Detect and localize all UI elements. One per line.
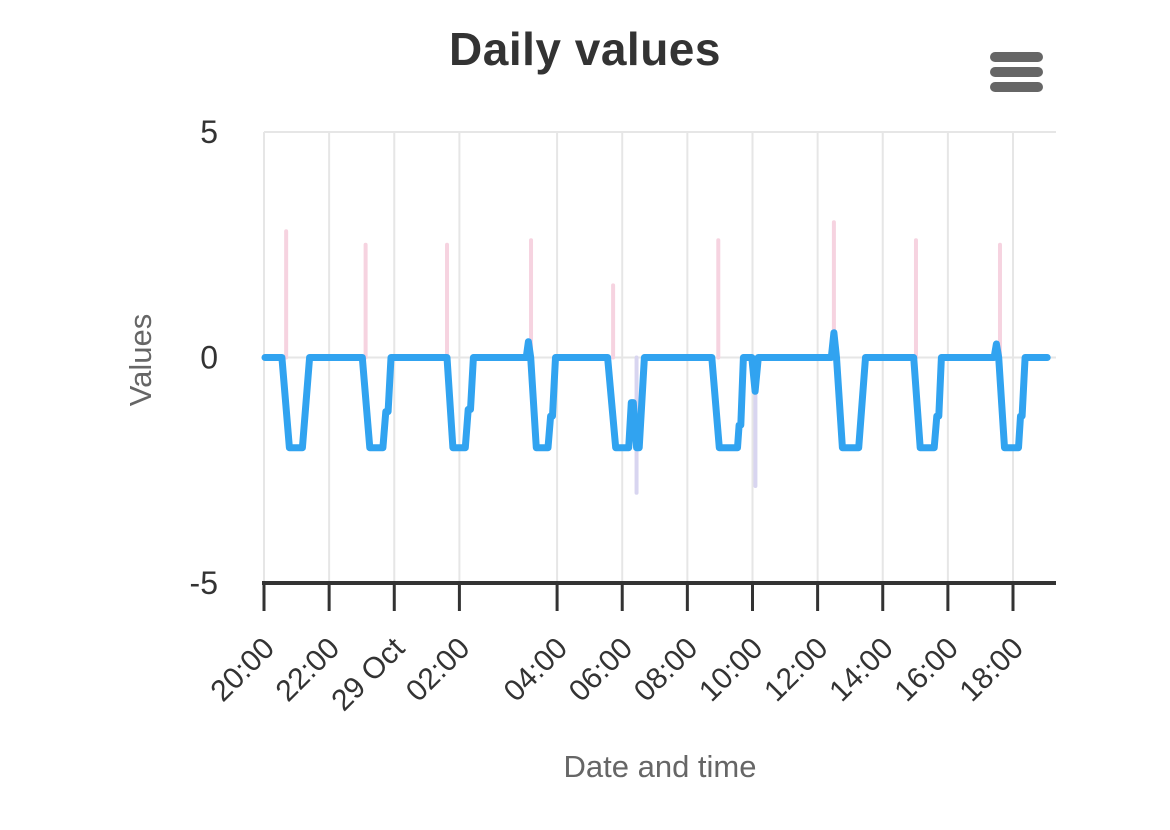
x-tick-label: 02:00	[400, 632, 476, 708]
x-tick-label: 14:00	[823, 632, 899, 708]
main-blue-line	[261, 329, 1051, 452]
x-axis-title: Date and time	[563, 749, 757, 784]
x-tick-label: 20:00	[205, 632, 281, 708]
y-tick-label: 0	[200, 340, 218, 376]
x-tick-label: 18:00	[954, 632, 1030, 708]
y-tick-label: 5	[200, 114, 218, 150]
x-tick-label: 29 Oct	[325, 631, 411, 717]
x-tick-label: 16:00	[888, 632, 964, 708]
x-tick-label: 08:00	[628, 632, 704, 708]
x-tick-label: 04:00	[498, 632, 574, 708]
y-axis-title: Values	[123, 313, 158, 407]
x-tick-label: 06:00	[563, 632, 639, 708]
x-tick-label: 12:00	[758, 632, 834, 708]
x-tick-label: 10:00	[693, 632, 769, 708]
chart-title: Daily values	[449, 23, 721, 75]
context-menu-button[interactable]	[982, 44, 1050, 100]
y-tick-label: -5	[190, 565, 218, 601]
